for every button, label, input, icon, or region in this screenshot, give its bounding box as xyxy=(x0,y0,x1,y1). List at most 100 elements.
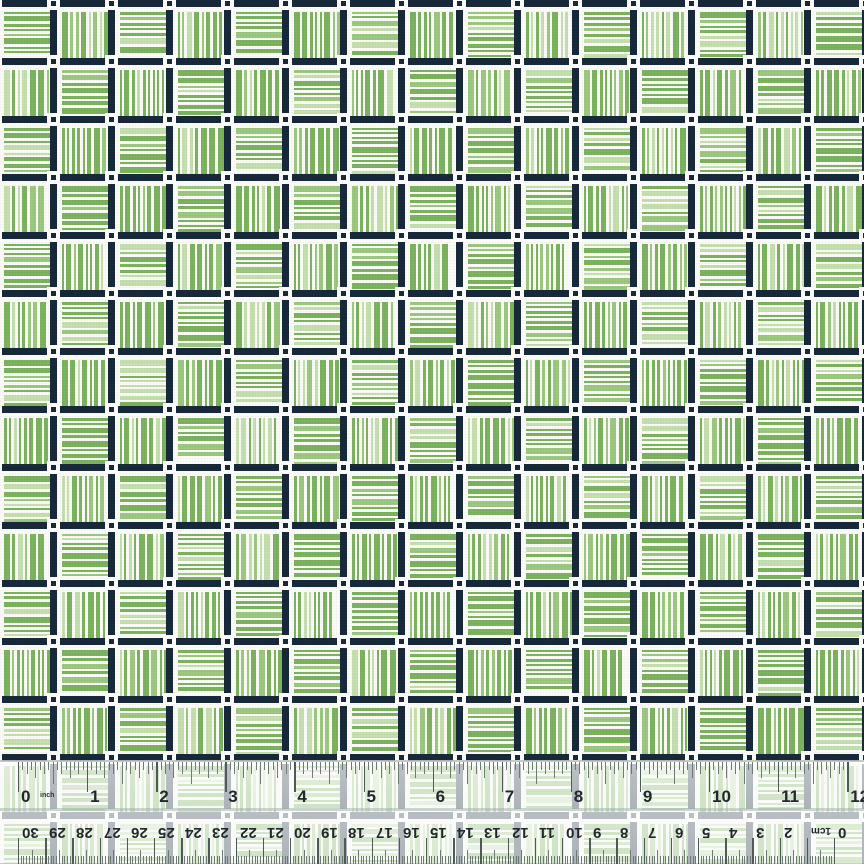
stripe-block xyxy=(410,12,456,58)
stripe xyxy=(584,17,630,20)
stripe xyxy=(320,12,322,58)
lattice-knot xyxy=(627,403,640,416)
stripe xyxy=(512,418,514,464)
stripe xyxy=(681,12,684,58)
lattice-knot xyxy=(395,635,408,648)
ruler-inch-minor-tick xyxy=(506,762,508,770)
stripe xyxy=(366,186,369,232)
stripe xyxy=(62,128,65,174)
stripe xyxy=(720,186,723,232)
ruler-cm-minor-tick xyxy=(662,856,664,864)
pattern-cell-vertical-stripes xyxy=(288,470,346,528)
stripe xyxy=(120,244,166,250)
stripe xyxy=(352,732,398,738)
ruler-cm-minor-tick xyxy=(793,850,795,864)
stripe xyxy=(178,452,224,456)
stripe xyxy=(776,360,779,406)
stripe xyxy=(504,650,506,696)
lattice-knot xyxy=(279,287,292,300)
stripe-block xyxy=(700,186,746,232)
stripe xyxy=(4,734,50,736)
stripe xyxy=(236,364,282,369)
ruler-cm-minor-tick xyxy=(771,856,773,864)
stripe xyxy=(673,244,677,290)
ruler-cm-minor-tick xyxy=(431,856,433,864)
lattice-knot xyxy=(47,345,60,358)
stripe xyxy=(762,244,767,290)
ruler-cm-minor-tick xyxy=(717,856,719,864)
stripe xyxy=(526,650,572,652)
stripe xyxy=(124,418,129,464)
pattern-cell-vertical-stripes xyxy=(636,354,694,412)
stripe xyxy=(120,302,123,348)
lattice-knot xyxy=(511,403,524,416)
stripe xyxy=(418,244,421,290)
ruler-inch-minor-tick xyxy=(246,762,248,770)
stripe xyxy=(414,128,419,174)
ruler-cm-minor-tick xyxy=(477,856,479,864)
stripe xyxy=(468,650,474,696)
stripe xyxy=(735,418,741,464)
ruler-inch-minor-tick xyxy=(82,762,84,770)
stripe-block xyxy=(294,12,340,58)
ruler-inch-minor-tick xyxy=(220,762,222,770)
lattice-knot xyxy=(743,287,756,300)
stripe xyxy=(219,12,222,58)
stripe xyxy=(816,592,862,595)
lattice-horizontal xyxy=(0,464,864,471)
stripe xyxy=(236,620,282,624)
ruler-inch-minor-tick xyxy=(315,762,317,770)
pattern-cell-horizontal-stripes xyxy=(346,702,404,760)
stripe xyxy=(352,171,398,174)
stripe xyxy=(62,360,68,406)
stripe xyxy=(294,200,340,205)
ruler-inch-minor-tick xyxy=(635,762,637,770)
stripe-block xyxy=(468,650,514,696)
lattice-knot xyxy=(0,113,2,126)
stripe xyxy=(700,730,746,733)
stripe xyxy=(700,283,746,286)
stripe xyxy=(410,708,412,754)
stripe xyxy=(725,186,727,232)
ruler-cm-minor-tick xyxy=(96,856,98,864)
stripe xyxy=(778,592,781,638)
stripe xyxy=(816,507,862,513)
stripe xyxy=(178,229,224,232)
pattern-cell-horizontal-stripes xyxy=(694,470,752,528)
pattern-cell-horizontal-stripes xyxy=(752,296,810,354)
stripe xyxy=(352,418,355,464)
stripe xyxy=(526,564,572,570)
stripe xyxy=(655,244,658,290)
stripe xyxy=(178,708,184,754)
stripe xyxy=(642,418,688,424)
stripe xyxy=(62,435,108,438)
stripe xyxy=(4,29,50,31)
stripe xyxy=(352,70,354,116)
stripe-block xyxy=(526,244,572,290)
lattice-knot xyxy=(0,461,2,474)
stripe xyxy=(294,313,340,318)
lattice-knot xyxy=(395,577,408,590)
stripe xyxy=(526,439,572,441)
stripe xyxy=(792,476,798,522)
lattice-vertical xyxy=(746,0,753,864)
stripe-block xyxy=(352,592,398,638)
ruler-cm-minor-tick xyxy=(624,856,626,864)
stripe xyxy=(236,12,282,14)
ruler-cm-minor-tick xyxy=(464,856,466,864)
lattice-vertical xyxy=(688,0,695,864)
stripe-block xyxy=(758,12,804,58)
stripe xyxy=(178,436,224,441)
pattern-cell-horizontal-stripes xyxy=(578,122,636,180)
ruler-inch-minor-tick xyxy=(56,762,58,770)
stripe xyxy=(700,270,746,276)
stripe xyxy=(562,360,566,406)
stripe xyxy=(536,244,538,290)
stripe xyxy=(508,650,512,696)
stripe xyxy=(468,604,514,609)
stripe xyxy=(178,678,224,680)
stripe xyxy=(4,729,50,732)
lattice-knot xyxy=(395,0,408,10)
stripe xyxy=(476,186,479,232)
stripe xyxy=(826,534,828,580)
